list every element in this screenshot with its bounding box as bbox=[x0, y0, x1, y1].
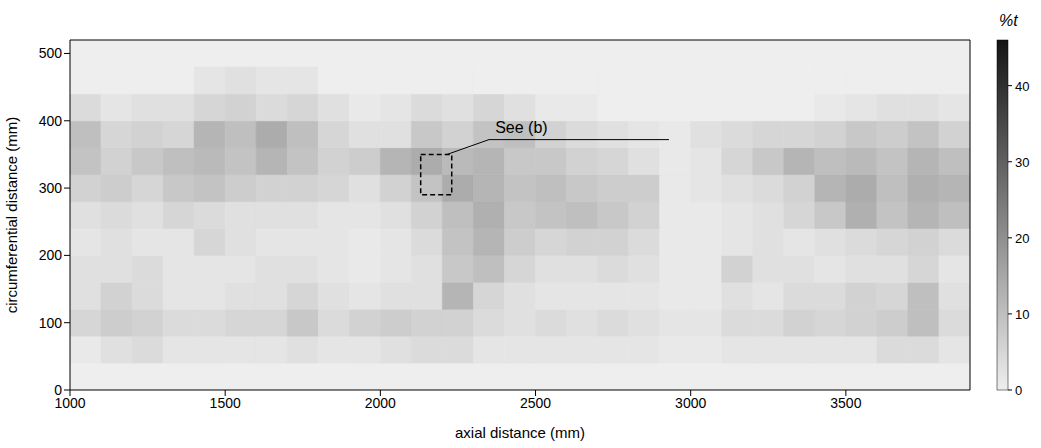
svg-text:0: 0 bbox=[1015, 383, 1022, 398]
svg-text:3500: 3500 bbox=[830, 395, 861, 411]
svg-text:2500: 2500 bbox=[520, 395, 551, 411]
svg-text:3000: 3000 bbox=[675, 395, 706, 411]
svg-text:1000: 1000 bbox=[54, 394, 86, 411]
svg-text:%t: %t bbox=[999, 12, 1018, 29]
svg-text:axial distance (mm): axial distance (mm) bbox=[455, 424, 585, 441]
svg-text:20: 20 bbox=[1015, 231, 1029, 246]
svg-text:100: 100 bbox=[39, 315, 63, 331]
svg-text:500: 500 bbox=[39, 45, 63, 61]
svg-text:200: 200 bbox=[39, 247, 63, 263]
svg-text:1500: 1500 bbox=[210, 395, 241, 411]
svg-text:See (b): See (b) bbox=[495, 119, 547, 136]
svg-text:400: 400 bbox=[39, 113, 63, 129]
svg-text:0: 0 bbox=[54, 382, 62, 398]
svg-text:30: 30 bbox=[1015, 155, 1029, 170]
svg-text:10: 10 bbox=[1015, 307, 1029, 322]
svg-text:circumferential distance (mm): circumferential distance (mm) bbox=[3, 117, 20, 314]
svg-text:2000: 2000 bbox=[365, 395, 396, 411]
svg-text:300: 300 bbox=[39, 180, 63, 196]
svg-text:40: 40 bbox=[1015, 79, 1029, 94]
